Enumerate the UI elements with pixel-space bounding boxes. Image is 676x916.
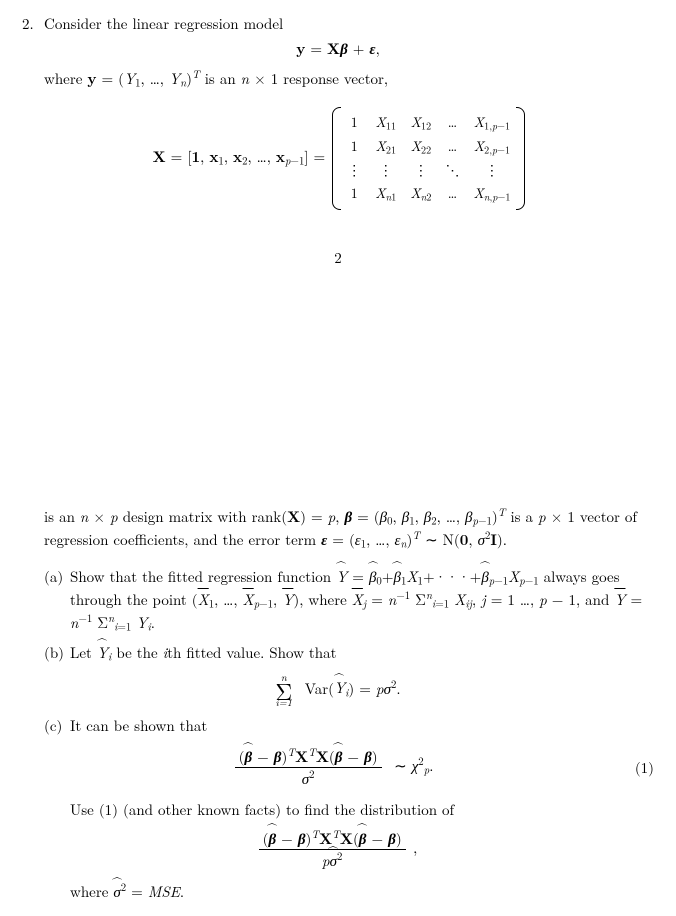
- problem-2: 2. Consider the linear regression model: [22, 14, 654, 34]
- cont-1: is an: [44, 506, 80, 527]
- part-b-equation: Σni=1 Var(Yi) = pσ2.: [22, 678, 654, 702]
- problem-body: Consider the linear regression model: [44, 14, 654, 34]
- part-c: (c) It can be shown that: [44, 716, 654, 736]
- part-a-label: (a): [44, 567, 70, 636]
- cont-5: is a: [505, 506, 538, 527]
- c-t1: It can be shown that: [70, 715, 207, 736]
- a-t4: = 1 …,: [486, 589, 539, 610]
- part-b-label: (b): [44, 643, 70, 665]
- part-c-label: (c): [44, 716, 70, 736]
- part-b: (b) Let Yi be the ith fitted value. Show…: [44, 643, 654, 665]
- part-a: (a) Show that the fitted regression func…: [44, 567, 654, 636]
- eq-1-number: (1): [624, 758, 654, 778]
- c-t2-line: Use (1) (and other known facts) to find …: [70, 800, 654, 820]
- page-break-gap: [22, 296, 654, 506]
- eq-1-body: (β − β)TXTX(β − β) σ2 ∼ χ2p.: [44, 746, 624, 789]
- c-t2: Use (1) (and other known facts) to find …: [70, 799, 454, 820]
- y-definition-line: where y = (Y1, …, Yn)T is an n × 1 respo…: [44, 68, 654, 91]
- b-t2: be the: [111, 642, 162, 663]
- page-number: 2: [22, 248, 654, 268]
- cont-3: ) =: [300, 506, 328, 527]
- design-matrix-description: is an n × p design matrix with rank(X) =…: [44, 506, 654, 553]
- design-matrix: 1X11X12…X1,p−1 1X21X22…X2,p−1 ⋮⋮⋮⋱⋮ 1Xn1…: [334, 109, 523, 208]
- b-t3: th fitted value. Show that: [167, 642, 336, 663]
- where-y-2: is an: [200, 67, 241, 88]
- part-c-body: It can be shown that: [70, 716, 654, 736]
- a-t1: Show that the fitted regression function: [70, 566, 336, 587]
- intro-text: Consider the linear regression model: [44, 13, 283, 34]
- part-c-equation-1: (β − β)TXTX(β − β) σ2 ∼ χ2p. (1): [44, 746, 654, 789]
- where-y-1: where: [44, 67, 87, 88]
- a-t3: ), where: [293, 589, 351, 610]
- sum-symbol: Σni=1: [275, 679, 292, 702]
- where-y-3: response vector,: [278, 67, 388, 88]
- X-definition: X = [1, x1, x2, …, xp−1] = 1X11X12…X1,p−…: [22, 109, 654, 208]
- problem-number: 2.: [22, 14, 44, 34]
- cont-2: design matrix with rank(: [118, 506, 287, 527]
- a-t-and: , and: [576, 589, 614, 610]
- b-t1: Let: [70, 642, 97, 663]
- part-c-equation-2: (β − β)TXTX(β − β) pσ2 ,: [22, 828, 654, 871]
- model-equation: y = Xβ + ε,: [22, 38, 654, 59]
- part-a-body: Show that the fitted regression function…: [70, 567, 654, 636]
- part-b-body: Let Yi be the ith fitted value. Show tha…: [70, 643, 654, 665]
